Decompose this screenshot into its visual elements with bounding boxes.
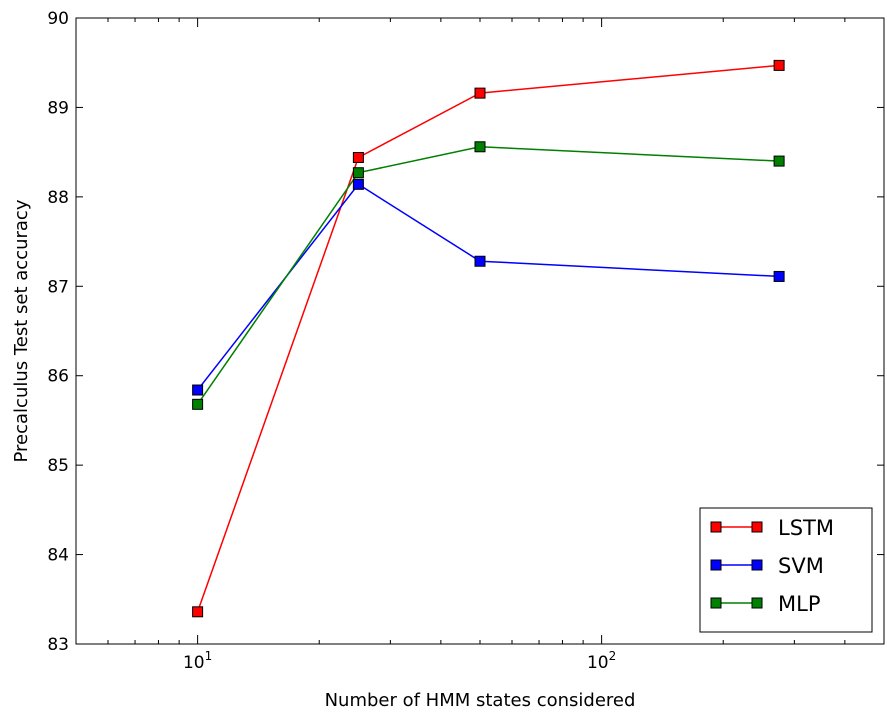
legend-label-lstm: LSTM: [778, 516, 834, 540]
x-axis: 101 102: [107, 18, 846, 673]
data-point-mlp: [773, 155, 785, 167]
y-tick-label: 84: [47, 546, 69, 566]
legend-marker-svm: [751, 559, 763, 571]
y-tick-label: 90: [47, 9, 69, 29]
legend-marker-mlp: [710, 597, 722, 609]
data-point-svm: [192, 384, 204, 396]
x-tick-label: 102: [587, 649, 616, 673]
y-tick-label: 89: [47, 98, 69, 118]
y-axis: 83 84 85 86 87 88 89 90: [47, 9, 884, 655]
legend-marker-svm: [710, 559, 722, 571]
series-line-mlp: [196, 146, 780, 405]
series-line-svm: [197, 183, 780, 391]
data-point-mlp: [352, 167, 364, 179]
legend-label-mlp: MLP: [778, 592, 820, 616]
y-tick-label: 87: [47, 277, 69, 297]
y-tick-label: 86: [47, 367, 69, 387]
data-point-mlp: [192, 398, 204, 410]
data-point-lstm: [192, 606, 204, 618]
data-point-svm: [474, 255, 486, 267]
legend-marker-lstm: [710, 521, 722, 533]
y-tick-label: 83: [47, 635, 69, 655]
y-axis-label: Precalculus Test set accuracy: [11, 199, 32, 462]
data-point-lstm: [773, 59, 785, 71]
y-tick-label: 88: [47, 188, 69, 208]
x-tick-label: 101: [183, 649, 212, 673]
legend: LSTM SVM MLP: [699, 507, 873, 633]
data-point-mlp: [474, 141, 486, 153]
data-point-svm: [352, 178, 364, 190]
legend-label-svm: SVM: [778, 554, 824, 578]
series-line-lstm: [196, 64, 780, 613]
data-point-lstm: [352, 152, 364, 164]
data-point-svm: [773, 270, 785, 282]
series-lines: [196, 64, 780, 613]
legend-box: [699, 507, 873, 633]
series-markers: [192, 59, 785, 618]
y-tick-label: 85: [47, 456, 69, 476]
legend-marker-lstm: [751, 521, 763, 533]
x-axis-label: Number of HMM states considered: [325, 690, 636, 711]
legend-marker-mlp: [751, 597, 763, 609]
data-point-lstm: [474, 87, 486, 99]
